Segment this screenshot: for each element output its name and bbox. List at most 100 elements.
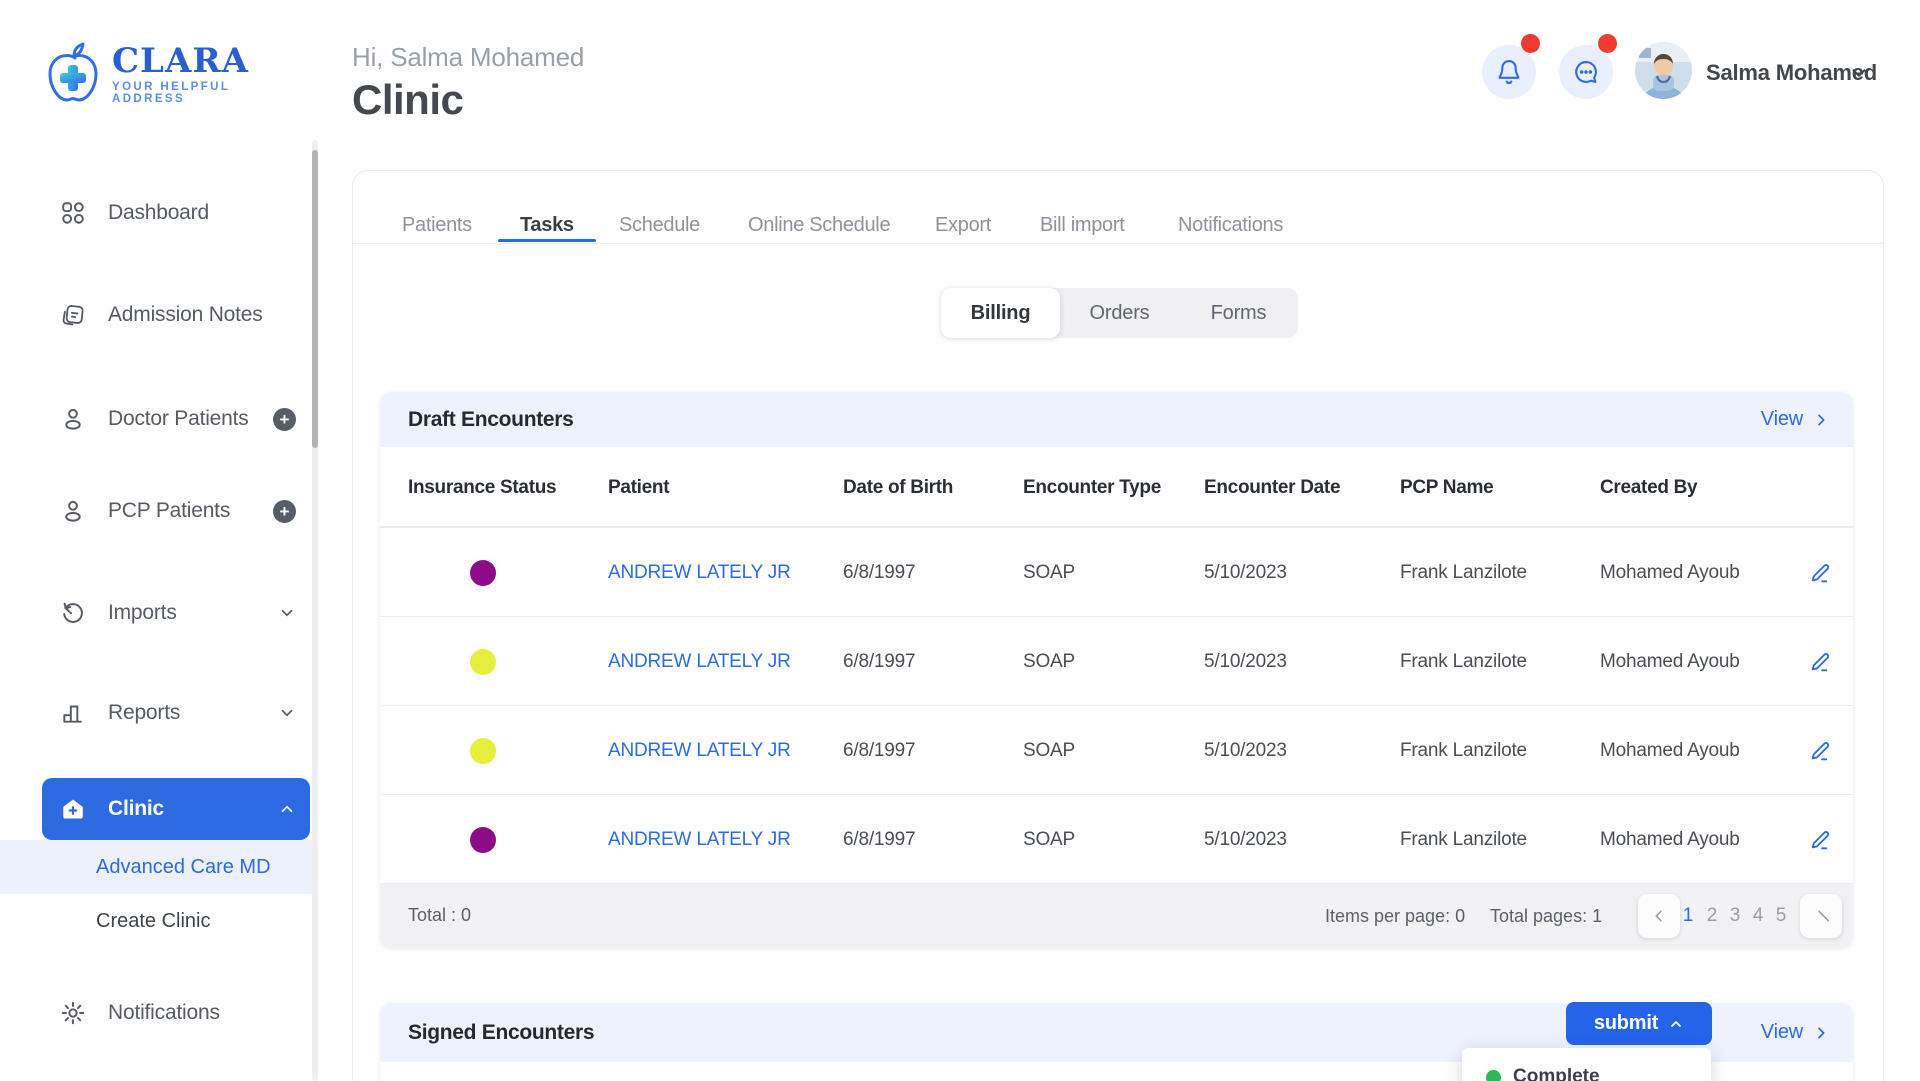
table-row: ANDREW LATELY JR 6/8/1997 SOAP 5/10/2023…: [380, 706, 1853, 795]
section-title: Signed Encounters: [408, 1021, 594, 1045]
pagination-page-1[interactable]: 1: [1678, 905, 1698, 927]
sidebar-item-label: Admission Notes: [108, 303, 263, 327]
segment-forms[interactable]: Forms: [1179, 288, 1298, 338]
draft-encounters-header: Draft Encounters View: [380, 392, 1853, 447]
greeting-text: Hi, Salma Mohamed: [352, 42, 584, 73]
signed-view-link[interactable]: View: [1761, 1021, 1829, 1044]
section-title: Draft Encounters: [408, 408, 574, 432]
app-root: CLARA YOUR HELPFUL ADDRESS Dashboard: [0, 0, 1920, 1081]
encounter-type-cell: SOAP: [1023, 795, 1075, 884]
sidebar-item-label: Dashboard: [108, 201, 209, 225]
dropdown-item-label: Complete: [1513, 1066, 1600, 1081]
encounter-date-cell: 5/10/2023: [1204, 617, 1287, 706]
sidebar: CLARA YOUR HELPFUL ADDRESS Dashboard: [0, 0, 320, 1081]
submit-dropdown-menu: Complete: [1462, 1048, 1711, 1081]
dob-cell: 6/8/1997: [843, 706, 915, 795]
apple-cross-logo-icon: [44, 41, 102, 107]
chevron-down-icon: [278, 704, 296, 722]
pcp-name-cell: Frank Lanzilote: [1400, 617, 1527, 706]
patient-link[interactable]: ANDREW LATELY JR: [608, 617, 791, 706]
app-logo[interactable]: CLARA YOUR HELPFUL ADDRESS: [44, 34, 294, 114]
column-header: PCP Name: [1400, 447, 1493, 528]
pcp-name-cell: Frank Lanzilote: [1400, 528, 1527, 617]
table-row: ANDREW LATELY JR 6/8/1997 SOAP 5/10/2023…: [380, 795, 1853, 884]
pagination-page-4[interactable]: 4: [1748, 905, 1768, 927]
dob-cell: 6/8/1997: [843, 617, 915, 706]
segment-orders[interactable]: Orders: [1060, 288, 1179, 338]
tab-schedule[interactable]: Schedule: [619, 206, 700, 244]
pagination-page-3[interactable]: 3: [1725, 905, 1745, 927]
tab-bill-import[interactable]: Bill import: [1040, 206, 1125, 244]
pencil-icon: [1808, 560, 1833, 585]
sidebar-item-dashboard[interactable]: Dashboard: [42, 184, 310, 242]
add-doctor-patient-button[interactable]: +: [273, 408, 296, 431]
edit-encounter-button[interactable]: [1808, 795, 1833, 884]
page-title: Clinic: [352, 76, 463, 124]
chevron-right-icon: [1813, 908, 1829, 924]
table-footer: Total : 0 Items per page: 0 Total pages:…: [380, 884, 1853, 948]
dropdown-item-complete[interactable]: Complete: [1486, 1066, 1600, 1081]
bell-notification-badge: [1521, 34, 1540, 53]
pagination-next-button[interactable]: [1800, 894, 1842, 938]
sidebar-subitem-advanced-care-md[interactable]: Advanced Care MD: [0, 840, 312, 894]
encounter-type-cell: SOAP: [1023, 617, 1075, 706]
user-avatar[interactable]: [1635, 42, 1692, 99]
sidebar-item-label: Notifications: [108, 1001, 220, 1025]
dob-cell: 6/8/1997: [843, 528, 915, 617]
view-link-label: View: [1761, 408, 1803, 431]
pagination-page-5[interactable]: 5: [1771, 905, 1791, 927]
draft-encounters-panel: Draft Encounters View Insurance Status P…: [380, 392, 1853, 948]
app-tagline: YOUR HELPFUL ADDRESS: [112, 81, 294, 105]
tab-patients[interactable]: Patients: [402, 206, 472, 244]
patient-link[interactable]: ANDREW LATELY JR: [608, 795, 791, 884]
chevron-down-icon[interactable]: [1848, 62, 1870, 84]
submit-button-label: submit: [1594, 1012, 1658, 1035]
total-count: Total : 0: [408, 905, 471, 926]
pagination-prev-button[interactable]: [1638, 894, 1680, 938]
column-header: Encounter Type: [1023, 447, 1161, 528]
sidebar-item-label: Reports: [108, 701, 180, 725]
sidebar-item-doctor-patients[interactable]: Doctor Patients +: [42, 390, 310, 448]
sidebar-item-notifications[interactable]: Notifications: [42, 984, 310, 1042]
status-dot: [470, 649, 496, 675]
sidebar-scrollbar-thumb[interactable]: [312, 150, 318, 448]
table-row: ANDREW LATELY JR 6/8/1997 SOAP 5/10/2023…: [380, 528, 1853, 617]
pencil-icon: [1808, 738, 1833, 763]
add-pcp-patient-button[interactable]: +: [273, 500, 296, 523]
pcp-name-cell: Frank Lanzilote: [1400, 706, 1527, 795]
sidebar-subitem-create-clinic[interactable]: Create Clinic: [0, 894, 312, 948]
sidebar-item-label: PCP Patients: [108, 499, 230, 523]
messages-button[interactable]: [1559, 45, 1613, 99]
edit-encounter-button[interactable]: [1808, 528, 1833, 617]
insurance-status-cell: [470, 795, 496, 884]
patient-link[interactable]: ANDREW LATELY JR: [608, 528, 791, 617]
edit-encounter-button[interactable]: [1808, 706, 1833, 795]
tab-export[interactable]: Export: [935, 206, 991, 244]
view-link-label: View: [1761, 1021, 1803, 1044]
column-header: Date of Birth: [843, 447, 953, 528]
submit-button[interactable]: submit: [1566, 1002, 1712, 1045]
created-by-cell: Mohamed Ayoub: [1600, 795, 1740, 884]
import-history-icon: [60, 600, 86, 626]
sidebar-item-label: Doctor Patients: [108, 407, 249, 431]
sidebar-item-clinic[interactable]: Clinic: [42, 778, 310, 840]
segment-billing[interactable]: Billing: [941, 288, 1060, 338]
sidebar-item-pcp-patients[interactable]: PCP Patients +: [42, 482, 310, 540]
draft-view-link[interactable]: View: [1761, 408, 1829, 431]
chevron-up-icon: [1668, 1016, 1684, 1032]
chevron-up-icon: [278, 800, 296, 818]
sidebar-item-reports[interactable]: Reports: [42, 684, 310, 742]
tab-notifications[interactable]: Notifications: [1178, 206, 1283, 244]
patient-link[interactable]: ANDREW LATELY JR: [608, 706, 791, 795]
notifications-bell-button[interactable]: [1482, 45, 1536, 99]
messages-notification-badge: [1598, 34, 1617, 53]
chevron-right-icon: [1813, 1025, 1829, 1041]
pagination-page-2[interactable]: 2: [1702, 905, 1722, 927]
created-by-cell: Mohamed Ayoub: [1600, 617, 1740, 706]
tabs-divider: [353, 243, 1883, 244]
edit-encounter-button[interactable]: [1808, 617, 1833, 706]
sidebar-item-imports[interactable]: Imports: [42, 584, 310, 642]
tab-online-schedule[interactable]: Online Schedule: [748, 206, 890, 244]
encounter-type-cell: SOAP: [1023, 528, 1075, 617]
sidebar-item-admission-notes[interactable]: Admission Notes: [42, 286, 310, 344]
